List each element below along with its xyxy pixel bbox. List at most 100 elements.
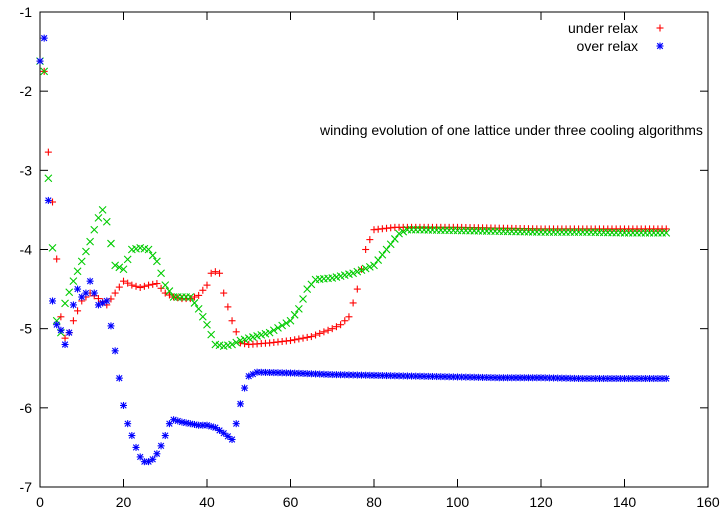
data-point	[390, 235, 399, 243]
data-point	[349, 269, 358, 278]
data-point	[65, 329, 73, 337]
data-point	[286, 316, 295, 325]
data-point	[120, 401, 127, 409]
data-point	[44, 196, 52, 204]
x-tick-label: 60	[283, 494, 299, 510]
data-point	[98, 206, 107, 214]
data-point	[299, 295, 307, 303]
data-point	[332, 323, 340, 331]
data-point	[124, 420, 132, 428]
data-point	[395, 229, 403, 238]
data-point	[77, 257, 86, 266]
data-point	[148, 251, 157, 260]
data-point	[236, 400, 244, 408]
data-point	[119, 265, 128, 274]
data-point	[232, 420, 240, 428]
data-point	[207, 269, 215, 277]
data-point	[120, 277, 127, 285]
data-point	[111, 347, 119, 355]
data-point	[44, 174, 53, 183]
data-point	[111, 261, 120, 270]
legend-marker	[656, 24, 664, 32]
data-point	[174, 294, 182, 302]
data-point	[40, 67, 49, 76]
data-point	[161, 281, 170, 290]
data-point	[140, 282, 148, 290]
data-point	[662, 375, 670, 383]
data-point	[153, 280, 161, 288]
data-point	[216, 269, 224, 277]
data-point	[232, 338, 241, 347]
series-0	[36, 57, 670, 348]
data-point	[111, 289, 119, 297]
y-tick-label: -3	[20, 162, 33, 178]
data-point	[328, 325, 336, 333]
data-point	[399, 227, 408, 236]
data-point	[123, 255, 132, 264]
data-point	[157, 284, 165, 292]
data-point	[370, 261, 378, 270]
data-point	[382, 245, 391, 254]
data-point	[128, 432, 136, 440]
data-point	[103, 297, 111, 305]
data-point	[174, 417, 182, 425]
data-point	[165, 287, 174, 295]
data-point	[115, 283, 123, 291]
data-point	[194, 304, 203, 313]
data-point	[132, 443, 140, 451]
series-1	[36, 57, 671, 350]
data-point	[274, 323, 282, 332]
legend: under relax over relax	[568, 20, 664, 54]
data-point	[282, 319, 291, 328]
data-point	[316, 329, 324, 337]
x-tick-label: 120	[529, 494, 553, 510]
data-point	[153, 257, 161, 266]
data-point	[157, 442, 165, 450]
data-point	[241, 384, 249, 392]
data-point	[74, 307, 82, 315]
data-point	[49, 297, 57, 305]
x-tick-label: 160	[696, 494, 720, 510]
legend-marker	[656, 42, 664, 50]
data-point	[69, 301, 77, 309]
data-point	[73, 267, 82, 276]
y-tick-label: -5	[20, 321, 33, 337]
data-point	[94, 295, 102, 303]
data-point	[94, 213, 103, 222]
data-point	[53, 321, 61, 329]
data-point	[65, 288, 74, 297]
y-tick-label: -4	[20, 242, 33, 258]
data-point	[232, 328, 240, 336]
data-point	[303, 333, 311, 341]
data-point	[69, 277, 78, 286]
data-point	[36, 57, 44, 65]
data-point	[203, 320, 211, 329]
data-point	[241, 340, 249, 348]
data-point	[198, 312, 207, 321]
legend-label: under relax	[568, 20, 638, 36]
chart-annotation: winding evolution of one lattice under t…	[319, 122, 703, 138]
data-point	[53, 255, 61, 263]
plot-frame	[39, 11, 709, 488]
data-point	[82, 247, 90, 256]
data-point	[216, 426, 224, 434]
data-point	[128, 281, 136, 289]
data-point	[144, 245, 153, 254]
data-point	[228, 340, 236, 349]
data-point	[366, 236, 374, 244]
data-point	[345, 313, 353, 321]
y-tick-label: -6	[20, 400, 33, 416]
data-point	[278, 321, 287, 330]
data-point	[203, 281, 211, 289]
data-point	[353, 285, 361, 293]
legend-label: over relax	[577, 38, 638, 54]
data-point	[337, 321, 345, 329]
data-point	[161, 432, 169, 440]
data-point	[132, 282, 140, 290]
x-axis: 0 20 40 60 80 100 120 140 160	[36, 12, 720, 510]
data-point	[86, 277, 94, 285]
data-point	[149, 455, 157, 463]
data-point	[220, 429, 228, 437]
data-point	[44, 148, 52, 156]
